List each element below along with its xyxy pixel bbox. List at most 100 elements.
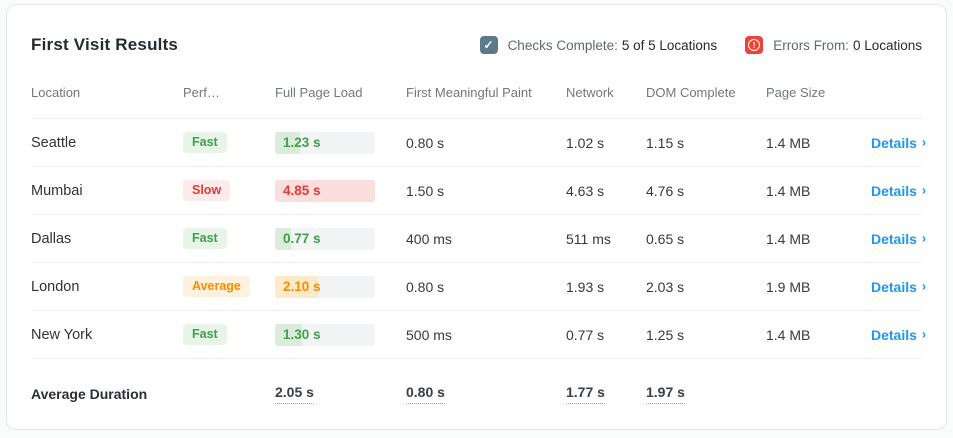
network-cell: 0.77 s — [566, 326, 605, 343]
col-header-dom-complete: DOM Complete — [646, 85, 736, 100]
load-time-value: 0.77 s — [283, 230, 321, 246]
full-page-load-cell: 1.30 s — [275, 323, 406, 346]
load-progress-bar: 2.10 s — [275, 275, 375, 298]
page-size-cell: 1.4 MB — [766, 134, 811, 151]
perf-cell: Slow — [183, 179, 275, 202]
details-link[interactable]: Details › — [871, 327, 926, 343]
performance-badge: Fast — [183, 131, 227, 154]
card-header: First Visit Results ✓ Checks Complete: 5 … — [31, 5, 922, 55]
errors-from-label: Errors From: 0 Locations — [773, 37, 922, 53]
errors-from-status: ! Errors From: 0 Locations — [745, 36, 922, 54]
chevron-right-icon: › — [921, 326, 927, 342]
page-title: First Visit Results — [31, 35, 179, 54]
avg-network-value: 1.77 s — [566, 384, 605, 404]
dom-complete-cell: 1.15 s — [646, 134, 685, 151]
full-page-load-cell: 0.77 s — [275, 227, 406, 250]
avg-first-meaningful-paint-value: 0.80 s — [406, 384, 445, 404]
load-progress-bar: 1.30 s — [275, 323, 375, 346]
perf-cell: Fast — [183, 131, 275, 154]
details-cell: Details › — [871, 183, 926, 199]
details-link-label: Details — [871, 326, 917, 343]
page-size-cell: 1.4 MB — [766, 230, 811, 247]
table-body: Seattle Fast 1.23 s 0.80 s 1.02 s 1.15 s… — [31, 119, 926, 359]
load-progress-fill — [275, 131, 300, 154]
dom-complete-cell: 4.76 s — [646, 182, 685, 199]
page-size-cell: 1.4 MB — [766, 326, 811, 343]
table-row: New York Fast 1.30 s 500 ms 0.77 s 1.25 … — [31, 311, 926, 359]
dom-complete-cell: 0.65 s — [646, 230, 685, 247]
chevron-right-icon: › — [921, 278, 927, 294]
load-progress-bar: 0.77 s — [275, 227, 375, 250]
table-row: London Average 2.10 s 0.80 s 1.93 s 2.03… — [31, 263, 926, 311]
details-link-label: Details — [871, 134, 917, 151]
load-progress-fill — [275, 179, 375, 202]
performance-badge: Average — [183, 275, 250, 298]
col-header-network: Network — [566, 85, 614, 100]
network-cell: 1.93 s — [566, 278, 605, 295]
avg-network-cell: 1.77 s — [566, 384, 646, 404]
details-cell: Details › — [871, 135, 926, 151]
perf-cell: Average — [183, 275, 275, 298]
first-meaningful-paint-cell: 0.80 s — [406, 134, 445, 151]
details-cell: Details › — [871, 279, 926, 295]
chevron-right-icon: › — [921, 182, 927, 198]
perf-cell: Fast — [183, 323, 275, 346]
average-duration-label: Average Duration — [31, 386, 148, 402]
load-time-value: 2.10 s — [283, 278, 321, 294]
table-row: Mumbai Slow 4.85 s 1.50 s 4.63 s 4.76 s … — [31, 167, 926, 215]
avg-dom-complete-cell: 1.97 s — [646, 384, 766, 404]
network-cell: 1.02 s — [566, 134, 605, 151]
performance-badge: Fast — [183, 323, 227, 346]
location-cell: New York — [31, 326, 93, 343]
full-page-load-cell: 4.85 s — [275, 179, 406, 202]
details-link[interactable]: Details › — [871, 183, 926, 199]
first-meaningful-paint-cell: 0.80 s — [406, 278, 445, 295]
details-link-label: Details — [871, 278, 917, 295]
avg-full-page-load-cell: 2.05 s — [275, 384, 406, 404]
first-meaningful-paint-cell: 400 ms — [406, 230, 452, 247]
details-cell: Details › — [871, 231, 926, 247]
col-header-first-meaningful-paint: First Meaningful Paint — [406, 85, 532, 100]
table-header-row: Location Perf… Full Page Load First Mean… — [31, 55, 922, 119]
load-time-value: 1.23 s — [283, 134, 321, 150]
load-progress-bar: 1.23 s — [275, 131, 375, 154]
errors-from-value: 0 Locations — [852, 37, 922, 53]
details-link-label: Details — [871, 182, 917, 199]
checks-complete-value: 5 of 5 Locations — [621, 37, 718, 53]
details-link[interactable]: Details › — [871, 135, 926, 151]
dom-complete-cell: 2.03 s — [646, 278, 685, 295]
full-page-load-cell: 2.10 s — [275, 275, 406, 298]
details-cell: Details › — [871, 327, 926, 343]
table-row: Dallas Fast 0.77 s 400 ms 511 ms 0.65 s … — [31, 215, 926, 263]
col-header-full-page-load: Full Page Load — [275, 85, 363, 100]
error-exclamation-icon: ! — [745, 36, 764, 54]
perf-cell: Fast — [183, 227, 275, 250]
load-progress-fill — [275, 275, 318, 298]
load-progress-bar: 4.85 s — [275, 179, 375, 202]
first-visit-results-card: First Visit Results ✓ Checks Complete: 5 … — [6, 4, 947, 430]
full-page-load-cell: 1.23 s — [275, 131, 406, 154]
chevron-right-icon: › — [921, 230, 927, 246]
dom-complete-cell: 1.25 s — [646, 326, 685, 343]
checks-complete-status: ✓ Checks Complete: 5 of 5 Locations — [479, 36, 718, 54]
load-progress-fill — [275, 227, 291, 250]
avg-full-page-load-value: 2.05 s — [275, 384, 314, 404]
details-link-label: Details — [871, 230, 917, 247]
details-link[interactable]: Details › — [871, 231, 926, 247]
network-cell: 511 ms — [566, 230, 611, 247]
load-time-value: 4.85 s — [283, 182, 321, 198]
details-link[interactable]: Details › — [871, 279, 926, 295]
checkbox-checked-icon: ✓ — [479, 36, 498, 54]
average-duration-row: Average Duration 2.05 s 0.80 s 1.77 s 1.… — [31, 359, 922, 429]
avg-first-meaningful-paint-cell: 0.80 s — [406, 384, 566, 404]
col-header-page-size: Page Size — [766, 85, 826, 100]
load-time-value: 1.30 s — [283, 326, 321, 342]
location-cell: Seattle — [31, 134, 77, 151]
load-progress-fill — [275, 323, 302, 346]
location-cell: Dallas — [31, 230, 72, 247]
network-cell: 4.63 s — [566, 182, 605, 199]
avg-dom-complete-value: 1.97 s — [646, 384, 685, 404]
header-status-area: ✓ Checks Complete: 5 of 5 Locations ! Err… — [479, 36, 922, 54]
page-size-cell: 1.9 MB — [766, 278, 811, 295]
table-row: Seattle Fast 1.23 s 0.80 s 1.02 s 1.15 s… — [31, 119, 926, 167]
